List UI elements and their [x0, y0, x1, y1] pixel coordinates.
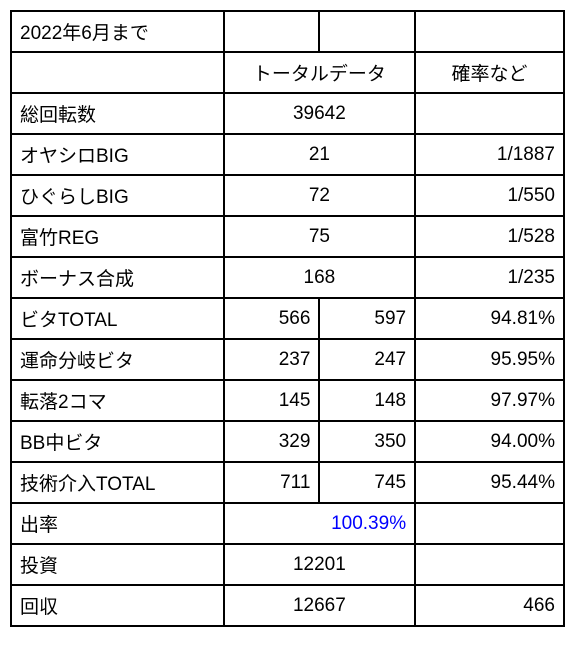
row-label: ボーナス合成: [11, 257, 224, 298]
row-label: 転落2コマ: [11, 380, 224, 421]
row-label: BB中ビタ: [11, 421, 224, 462]
empty-cell: [224, 11, 320, 52]
row-label: 運命分岐ビタ: [11, 339, 224, 380]
empty-cell: [415, 11, 564, 52]
row-pct: 94.81%: [415, 298, 564, 339]
row-value: 21: [224, 134, 415, 175]
title-cell: 2022年6月まで: [11, 11, 224, 52]
empty-cell: [319, 11, 415, 52]
row-val-b: 745: [319, 462, 415, 503]
row-prob: 1/1887: [415, 134, 564, 175]
row-value: 75: [224, 216, 415, 257]
row-bb-bita: BB中ビタ 329 350 94.00%: [11, 421, 564, 462]
row-val-a: 711: [224, 462, 320, 503]
row-label: オヤシロBIG: [11, 134, 224, 175]
row-recovery: 回収 12667 466: [11, 585, 564, 626]
empty-cell: [415, 503, 564, 544]
row-tomitake-reg: 富竹REG 75 1/528: [11, 216, 564, 257]
row-value: 12201: [224, 544, 415, 585]
row-investment: 投資 12201: [11, 544, 564, 585]
empty-cell: [415, 93, 564, 134]
empty-cell: [415, 544, 564, 585]
row-prob: 1/528: [415, 216, 564, 257]
row-pct: 97.97%: [415, 380, 564, 421]
row-unmei-bita: 運命分岐ビタ 237 247 95.95%: [11, 339, 564, 380]
row-rate: 出率 100.39%: [11, 503, 564, 544]
row-tenraku: 転落2コマ 145 148 97.97%: [11, 380, 564, 421]
header-total-data: トータルデータ: [224, 52, 415, 93]
row-pct: 95.95%: [415, 339, 564, 380]
row-pct: 95.44%: [415, 462, 564, 503]
title-row: 2022年6月まで: [11, 11, 564, 52]
row-value: 12667: [224, 585, 415, 626]
row-val-b: 597: [319, 298, 415, 339]
row-oyashiro-big: オヤシロBIG 21 1/1887: [11, 134, 564, 175]
row-val-a: 145: [224, 380, 320, 421]
row-prob: 1/235: [415, 257, 564, 298]
row-value: 100.39%: [224, 503, 415, 544]
row-label: 投資: [11, 544, 224, 585]
row-label: ビタTOTAL: [11, 298, 224, 339]
stats-table: 2022年6月まで トータルデータ 確率など 総回転数 39642 オヤシロBI…: [10, 10, 565, 627]
row-pct: 94.00%: [415, 421, 564, 462]
row-label: 技術介入TOTAL: [11, 462, 224, 503]
row-label: ひぐらしBIG: [11, 175, 224, 216]
row-label: 回収: [11, 585, 224, 626]
row-extra: 466: [415, 585, 564, 626]
row-value: 72: [224, 175, 415, 216]
row-value: 168: [224, 257, 415, 298]
row-val-a: 237: [224, 339, 320, 380]
row-val-b: 350: [319, 421, 415, 462]
row-val-b: 148: [319, 380, 415, 421]
row-bita-total: ビタTOTAL 566 597 94.81%: [11, 298, 564, 339]
row-val-a: 566: [224, 298, 320, 339]
row-label: 総回転数: [11, 93, 224, 134]
row-label: 富竹REG: [11, 216, 224, 257]
row-prob: 1/550: [415, 175, 564, 216]
header-probability: 確率など: [415, 52, 564, 93]
empty-cell: [11, 52, 224, 93]
row-val-b: 247: [319, 339, 415, 380]
row-higurashi-big: ひぐらしBIG 72 1/550: [11, 175, 564, 216]
row-label: 出率: [11, 503, 224, 544]
header-row: トータルデータ 確率など: [11, 52, 564, 93]
row-value: 39642: [224, 93, 415, 134]
row-total-spins: 総回転数 39642: [11, 93, 564, 134]
row-bonus-total: ボーナス合成 168 1/235: [11, 257, 564, 298]
row-gijutsu-total: 技術介入TOTAL 711 745 95.44%: [11, 462, 564, 503]
row-val-a: 329: [224, 421, 320, 462]
